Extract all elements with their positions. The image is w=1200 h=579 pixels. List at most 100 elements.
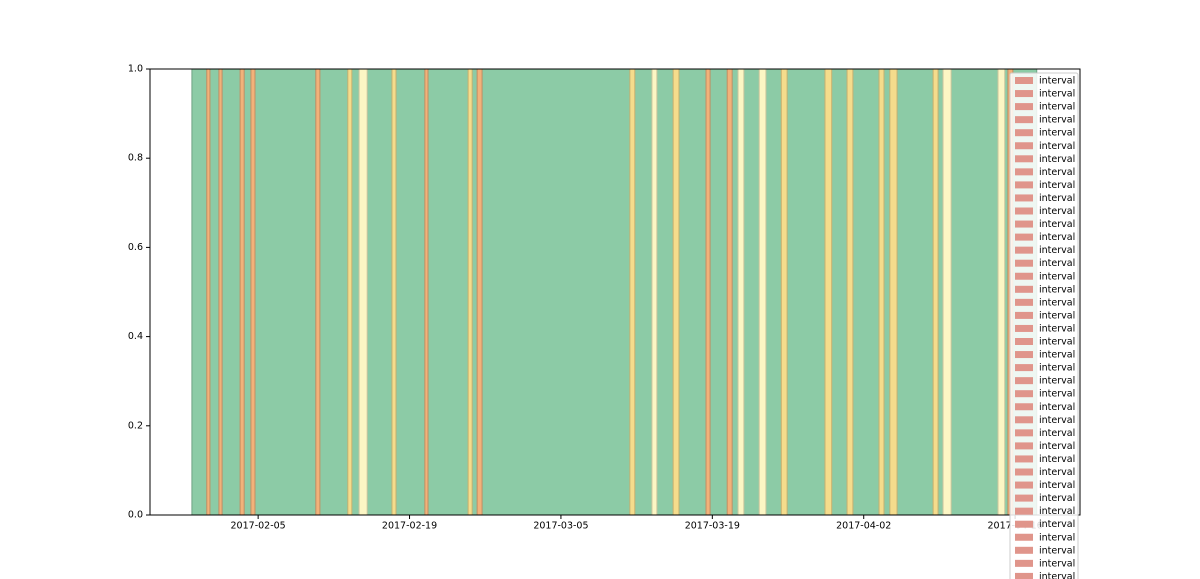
x-tick-label: 2017-02-05 [231,521,286,532]
legend-swatch [1015,403,1033,411]
legend-swatch [1015,246,1033,254]
interval-span [942,68,952,516]
legend-swatch [1015,377,1033,385]
legend-label: interval [1039,219,1075,230]
y-tick-label: 0.4 [128,331,143,342]
legend-label: interval [1039,389,1075,400]
interval-span [476,68,483,516]
legend-swatch [1015,324,1033,332]
x-tick-label: 2017-04-02 [836,521,891,532]
legend-swatch [1015,129,1033,137]
interval-span [239,68,245,516]
legend-swatch [1015,311,1033,319]
y-tick-label: 0.0 [128,510,143,521]
legend-swatch [1015,429,1033,437]
legend-swatch [1015,455,1033,463]
legend-label: interval [1039,102,1075,113]
legend-swatch [1015,285,1033,293]
legend-swatch [1015,351,1033,359]
legend-label: interval [1039,337,1075,348]
legend-swatch [1015,259,1033,267]
axes-frame [149,68,1081,516]
legend-swatch [1015,155,1033,163]
legend-label: interval [1039,271,1075,282]
y-tick-label: 0.6 [128,242,143,253]
interval-span [651,68,658,516]
legend-label: interval [1039,206,1075,217]
interval-span [315,68,321,516]
legend-swatch [1015,533,1033,541]
legend-label: interval [1039,545,1075,556]
interval-span [824,68,833,516]
legend-swatch [1015,559,1033,567]
legend-label: interval [1039,115,1075,126]
legend-swatch [1015,142,1033,150]
legend-label: interval [1039,167,1075,178]
interval-span [758,68,767,516]
legend-label: interval [1039,454,1075,465]
legend-swatch [1015,181,1033,189]
legend-label: interval [1039,89,1075,100]
legend-label: interval [1039,141,1075,152]
interval-span [878,68,885,516]
interval-span [780,68,788,516]
x-tick-label: 2017-03-05 [533,521,588,532]
legend-label: interval [1039,128,1075,139]
legend-swatch [1015,494,1033,502]
legend-swatch [1015,220,1033,228]
x-tick-label: 2017-02-19 [382,521,437,532]
interval-span [705,68,711,516]
interval-span [846,68,854,516]
legend-swatch [1015,442,1033,450]
legend-label: interval [1039,310,1075,321]
legend-swatch [1015,207,1033,215]
legend-label: interval [1039,415,1075,426]
interval-span [997,68,1006,516]
x-tick-label: 2017-03-19 [685,521,740,532]
legend-label: interval [1039,571,1075,579]
legend-label: interval [1039,297,1075,308]
interval-span [932,68,939,516]
legend-swatch [1015,520,1033,528]
interval-span [347,68,353,516]
legend-swatch [1015,168,1033,176]
legend-label: interval [1039,480,1075,491]
legend-swatch [1015,572,1033,579]
legend-swatch [1015,90,1033,98]
legend-label: interval [1039,467,1075,478]
legend-swatch [1015,507,1033,515]
y-tick-label: 0.2 [128,420,143,431]
interval-span [206,68,211,516]
interval-span [629,68,636,516]
interval-span [889,68,898,516]
legend-label: interval [1039,363,1075,374]
interval-span [358,68,368,516]
legend-swatch [1015,468,1033,476]
interval-span [218,68,223,516]
legend-label: interval [1039,76,1075,87]
legend-swatch [1015,77,1033,84]
legend-swatch [1015,338,1033,345]
interval-span [726,68,733,516]
interval-span [737,68,745,516]
legend-label: interval [1039,441,1075,452]
legend-label: interval [1039,245,1075,256]
y-tick-label: 0.8 [128,153,143,164]
legend-label: interval [1039,232,1075,243]
legend-label: interval [1039,428,1075,439]
legend-label: interval [1039,284,1075,295]
interval-span [672,68,680,516]
legend-label: interval [1039,506,1075,517]
legend-swatch [1015,103,1033,111]
legend-label: interval [1039,350,1075,361]
legend-label: interval [1039,154,1075,165]
legend-label: interval [1039,532,1075,543]
legend-label: interval [1039,493,1075,504]
legend-swatch [1015,416,1033,424]
interval-span [391,68,397,516]
legend-swatch [1015,116,1033,124]
interval-span [467,68,473,516]
legend-swatch [1015,233,1033,241]
